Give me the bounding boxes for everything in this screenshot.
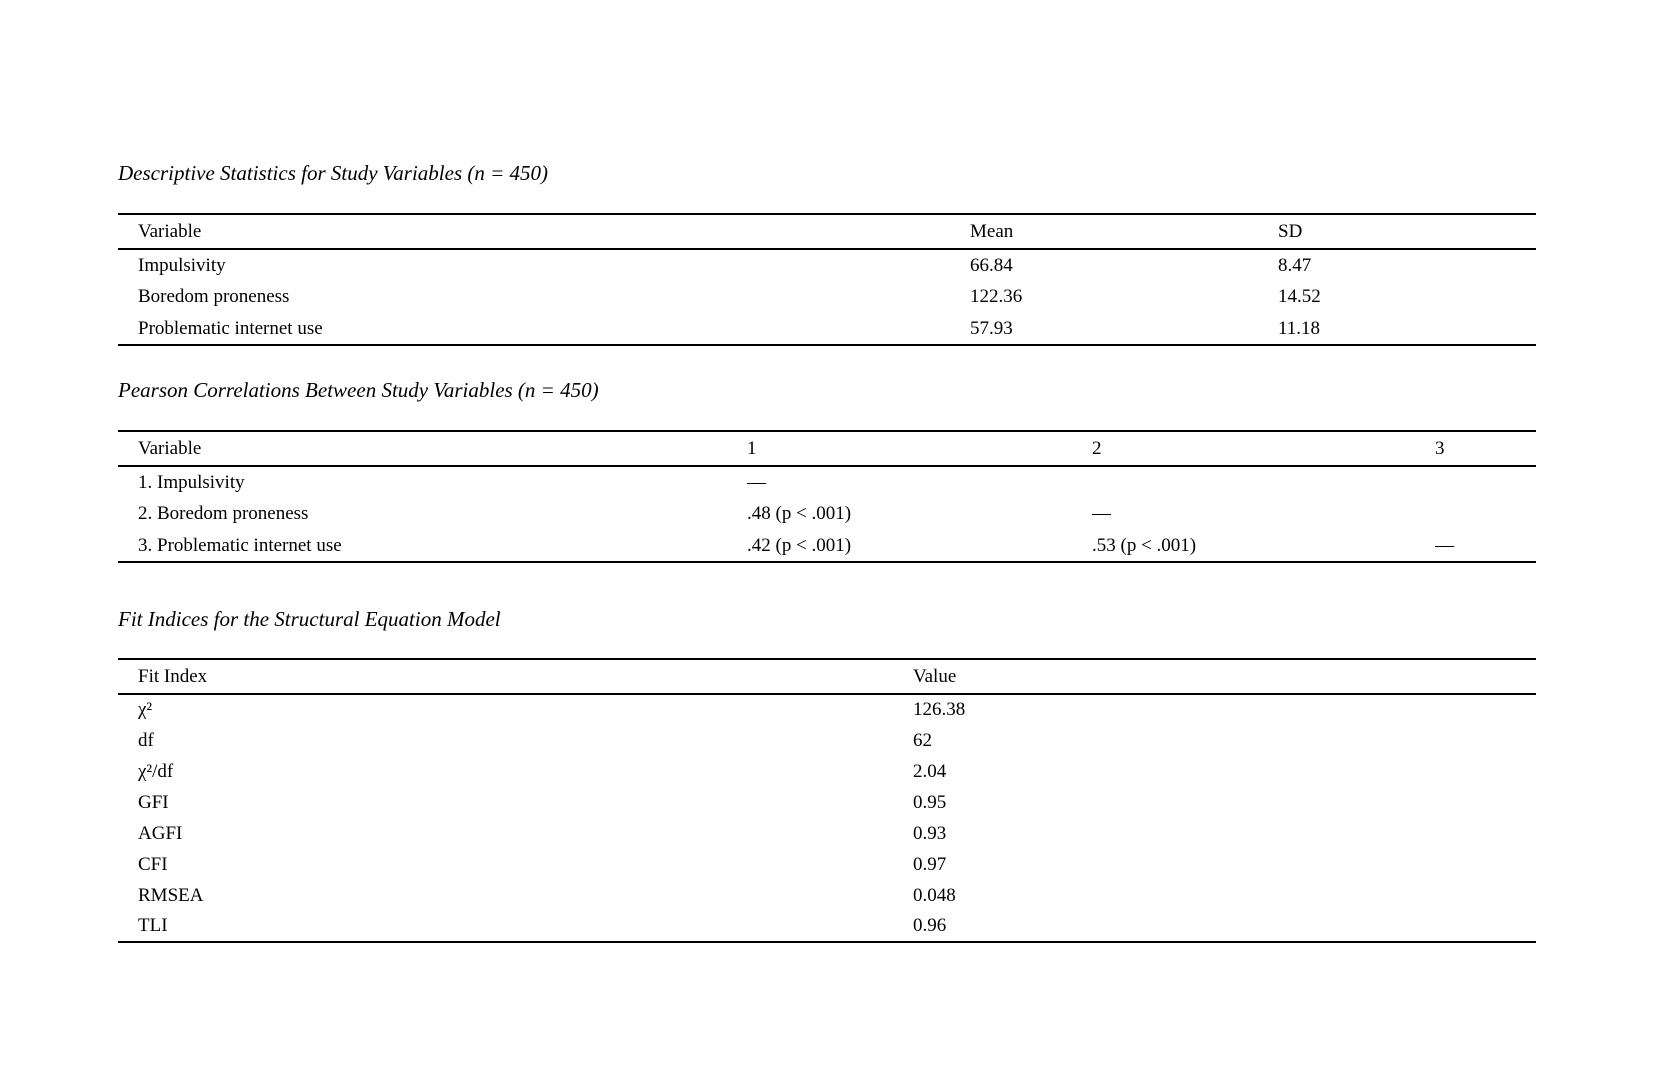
table-cell: 8.47: [1278, 254, 1312, 276]
column-header-3: 3: [1435, 437, 1445, 459]
table-header-row: Fit Index Value: [118, 659, 1536, 694]
table-cell: [1435, 466, 1536, 498]
table-row: 2. Boredom proneness .48 (p < .001) —: [118, 498, 1536, 530]
column-header-2: 2: [1092, 437, 1102, 459]
table-cell: —: [1435, 534, 1454, 556]
table-cell: Impulsivity: [138, 254, 226, 276]
table-cell: .42 (p < .001): [747, 534, 852, 556]
table-cell: χ²: [138, 699, 153, 720]
table-cell: 0.97: [913, 853, 947, 875]
table-header-row: Variable 1 2 3: [118, 431, 1536, 466]
table-title-descriptive-statistics: Descriptive Statistics for Study Variabl…: [118, 161, 549, 185]
table-cell: 14.52: [1278, 286, 1321, 307]
table-cell: Boredom proneness: [138, 286, 290, 307]
table-cell: 0.96: [913, 915, 947, 936]
column-header-mean: Mean: [970, 220, 1014, 242]
table-cell: 0.93: [913, 822, 947, 844]
table-title-pearson-correlations: Pearson Correlations Between Study Varia…: [118, 378, 599, 402]
table-cell: Problematic internet use: [138, 317, 323, 339]
table-cell: CFI: [138, 853, 168, 875]
column-header-1: 1: [747, 437, 757, 459]
table-cell: 122.36: [970, 286, 1023, 307]
table-cell: 11.18: [1278, 317, 1321, 339]
table-cell: .48 (p < .001): [747, 503, 852, 524]
table-cell: .53 (p < .001): [1092, 534, 1197, 556]
table-cell: —: [1092, 503, 1111, 524]
table-cell: AGFI: [138, 822, 183, 844]
table-row: RMSEA 0.048: [118, 880, 1536, 911]
table-cell: [1092, 466, 1435, 498]
table-cell: GFI: [138, 791, 169, 813]
table-row: TLI 0.96: [118, 911, 1536, 942]
table-cell: 66.84: [970, 254, 1013, 276]
table-cell: 0.048: [913, 884, 956, 906]
table-cell: 62: [913, 729, 932, 751]
table-row: 3. Problematic internet use .42 (p < .00…: [118, 530, 1536, 562]
table-cell: 2. Boredom proneness: [138, 503, 309, 524]
table-cell: [1435, 498, 1536, 530]
table-cell: df: [138, 729, 154, 751]
table-cell: 3. Problematic internet use: [138, 534, 342, 556]
table-row: χ² 126.38: [118, 694, 1536, 725]
column-header-fit-index: Fit Index: [138, 665, 208, 687]
column-header-variable: Variable: [138, 220, 202, 242]
table-row: AGFI 0.93: [118, 818, 1536, 849]
table-row: Boredom proneness 122.36 14.52: [118, 281, 1536, 313]
table-title-fit-indices: Fit Indices for the Structural Equation …: [118, 607, 501, 631]
table-cell: TLI: [138, 915, 168, 936]
table-cell: χ²/df: [138, 760, 174, 782]
table-row: χ²/df 2.04: [118, 756, 1536, 787]
table-row: Impulsivity 66.84 8.47: [118, 249, 1536, 281]
table-cell: 57.93: [970, 317, 1013, 339]
table-row: 1. Impulsivity —: [118, 466, 1536, 498]
column-header-sd: SD: [1278, 220, 1303, 242]
table-cell: 0.95: [913, 791, 947, 813]
table-cell: —: [747, 471, 766, 493]
descriptive-statistics-table: Variable Mean SD Impulsivity 66.84 8.47 …: [118, 213, 1536, 346]
table-cell: 1. Impulsivity: [138, 471, 245, 493]
table-row: Problematic internet use 57.93 11.18: [118, 313, 1536, 345]
column-header-value: Value: [913, 665, 957, 687]
table-cell: 2.04: [913, 760, 947, 782]
table-row: GFI 0.95: [118, 787, 1536, 818]
fit-indices-table: Fit Index Value χ² 126.38 df 62 χ²/df 2.…: [118, 658, 1536, 943]
table-cell: 126.38: [913, 699, 966, 720]
table-cell: RMSEA: [138, 884, 204, 906]
table-header-row: Variable Mean SD: [118, 214, 1536, 249]
column-header-variable: Variable: [138, 437, 202, 459]
table-row: df 62: [118, 725, 1536, 756]
table-row: CFI 0.97: [118, 849, 1536, 880]
correlations-table: Variable 1 2 3 1. Impulsivity — 2. Bored…: [118, 430, 1536, 563]
